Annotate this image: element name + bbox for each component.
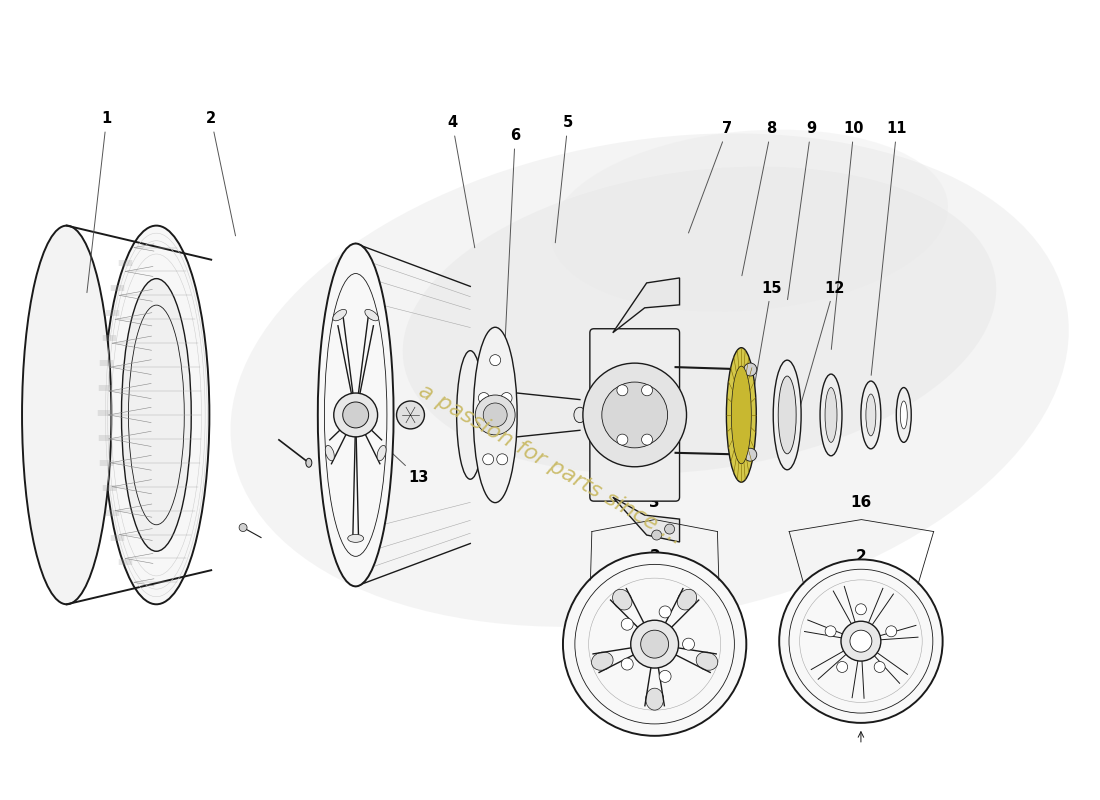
Text: 10: 10 (832, 122, 865, 350)
Circle shape (837, 662, 848, 673)
Ellipse shape (900, 401, 908, 429)
Circle shape (664, 524, 674, 534)
Text: 16: 16 (850, 494, 872, 510)
Text: 8: 8 (741, 122, 777, 276)
Text: a passion for parts since ...: a passion for parts since ... (415, 381, 685, 549)
Ellipse shape (678, 590, 696, 610)
Circle shape (617, 434, 628, 445)
Text: 2: 2 (856, 550, 867, 565)
Text: 2: 2 (206, 111, 235, 236)
Ellipse shape (574, 407, 586, 422)
Text: 4: 4 (448, 115, 475, 248)
Ellipse shape (613, 590, 632, 610)
Ellipse shape (726, 348, 757, 482)
Text: 14: 14 (322, 438, 343, 486)
Text: 15: 15 (741, 281, 781, 459)
Ellipse shape (732, 366, 751, 464)
Ellipse shape (377, 446, 386, 461)
Circle shape (602, 382, 668, 448)
Circle shape (651, 530, 661, 540)
Ellipse shape (551, 130, 948, 312)
Circle shape (630, 620, 679, 668)
Ellipse shape (22, 226, 111, 604)
Circle shape (842, 622, 881, 661)
Circle shape (744, 363, 757, 376)
Circle shape (617, 385, 628, 396)
Ellipse shape (326, 446, 334, 461)
Circle shape (563, 553, 746, 736)
Circle shape (744, 448, 757, 461)
Text: 12: 12 (788, 281, 844, 449)
Circle shape (483, 454, 494, 465)
Circle shape (682, 638, 694, 650)
Ellipse shape (821, 374, 842, 456)
Text: 6: 6 (505, 129, 520, 338)
Ellipse shape (592, 652, 613, 670)
Ellipse shape (473, 327, 517, 502)
Ellipse shape (365, 310, 378, 321)
Ellipse shape (456, 350, 484, 479)
Ellipse shape (773, 360, 801, 470)
Text: 2: 2 (649, 550, 660, 565)
Circle shape (239, 523, 248, 531)
Text: 3: 3 (649, 494, 660, 510)
Ellipse shape (306, 458, 311, 467)
Text: 13: 13 (375, 437, 429, 486)
Circle shape (490, 354, 500, 366)
Ellipse shape (121, 278, 191, 551)
FancyBboxPatch shape (590, 329, 680, 501)
Ellipse shape (896, 387, 911, 442)
Circle shape (641, 385, 652, 396)
Text: 7: 7 (689, 122, 733, 233)
Text: 11: 11 (871, 122, 908, 375)
Text: 9: 9 (788, 122, 816, 299)
Ellipse shape (403, 166, 997, 474)
Text: 1: 1 (87, 111, 112, 293)
Circle shape (621, 658, 634, 670)
Circle shape (583, 363, 686, 466)
Circle shape (779, 559, 943, 723)
Circle shape (874, 662, 886, 673)
Ellipse shape (866, 394, 876, 436)
Circle shape (396, 401, 425, 429)
Text: 5: 5 (556, 115, 573, 242)
Ellipse shape (696, 652, 717, 670)
Circle shape (343, 402, 368, 428)
Circle shape (475, 395, 515, 435)
Ellipse shape (825, 387, 837, 442)
Circle shape (621, 618, 634, 630)
Ellipse shape (318, 243, 394, 586)
Circle shape (483, 403, 507, 427)
Circle shape (850, 630, 872, 652)
Circle shape (478, 393, 490, 403)
Polygon shape (613, 497, 680, 542)
Ellipse shape (861, 381, 881, 449)
Circle shape (825, 626, 836, 637)
Ellipse shape (646, 688, 663, 710)
Ellipse shape (103, 226, 209, 604)
Circle shape (856, 604, 867, 614)
Circle shape (497, 454, 508, 465)
Ellipse shape (231, 134, 1069, 627)
Ellipse shape (333, 310, 346, 321)
Circle shape (659, 670, 671, 682)
Circle shape (502, 393, 512, 403)
Ellipse shape (778, 376, 796, 454)
Circle shape (659, 606, 671, 618)
Polygon shape (613, 278, 680, 333)
Ellipse shape (348, 534, 364, 542)
Circle shape (333, 393, 377, 437)
Circle shape (640, 630, 669, 658)
Circle shape (641, 434, 652, 445)
Circle shape (886, 626, 896, 637)
